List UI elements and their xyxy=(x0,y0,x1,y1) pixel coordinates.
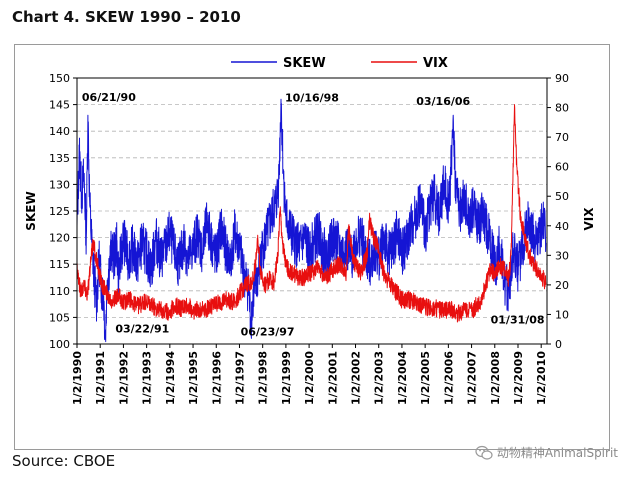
right-tick-label: 80 xyxy=(555,102,569,115)
x-tick-label: 1/2/1999 xyxy=(280,351,293,405)
annotation-label: 01/31/08 xyxy=(491,313,545,326)
left-tick-label: 140 xyxy=(49,125,70,138)
y-axis-title-right: VIX xyxy=(582,207,596,231)
watermark: 动物精神AnimalSpirit xyxy=(475,444,618,461)
right-tick-label: 90 xyxy=(555,72,569,85)
right-tick-label: 50 xyxy=(555,190,569,203)
x-tick-label: 1/2/1994 xyxy=(164,351,177,405)
x-tick-label: 1/2/2008 xyxy=(489,351,502,405)
x-tick-label: 1/2/2010 xyxy=(535,351,548,405)
y-axis-title-left: SKEW xyxy=(24,191,38,230)
x-tick-label: 1/2/2003 xyxy=(373,351,386,405)
x-tick-label: 1/2/2002 xyxy=(350,351,363,405)
x-tick-label: 1/2/1996 xyxy=(210,351,223,405)
annotation-label: 10/16/98 xyxy=(285,91,339,104)
skew-vix-chart: 100 105 110 115 120 125 130 135 140 145 150 0 10 20 30… xyxy=(24,56,596,405)
right-tick-label: 0 xyxy=(555,338,562,351)
x-tick-label: 1/2/1998 xyxy=(257,351,270,405)
x-tick-label: 1/2/2009 xyxy=(512,351,525,405)
series-line-vix xyxy=(76,104,547,323)
series-line-skew xyxy=(76,98,547,343)
legend-label-skew: SKEW xyxy=(283,56,326,71)
annotation-label: 03/16/06 xyxy=(416,95,470,108)
x-tick-label: 1/2/2006 xyxy=(442,351,455,405)
left-tick-label: 130 xyxy=(49,178,70,191)
left-tick-label: 115 xyxy=(49,258,70,271)
right-tick-label: 30 xyxy=(555,249,569,262)
annotation-label: 06/21/90 xyxy=(82,91,136,104)
left-tick-label: 145 xyxy=(49,99,70,112)
x-tick-label: 1/2/2004 xyxy=(396,351,409,405)
x-tick-label: 1/2/1992 xyxy=(117,351,130,405)
left-tick-label: 110 xyxy=(49,285,70,298)
source-note: Source: CBOE xyxy=(12,452,116,470)
right-tick-label: 60 xyxy=(555,161,569,174)
right-tick-label: 20 xyxy=(555,279,569,292)
x-tick-label: 1/2/1990 xyxy=(71,351,84,405)
right-tick-label: 40 xyxy=(555,220,569,233)
axes: 100 105 110 115 120 125 130 135 140 145 150 0 10 20 30… xyxy=(24,72,596,405)
x-tick-label: 1/2/1995 xyxy=(187,351,200,405)
left-tick-label: 135 xyxy=(49,152,70,165)
chart-frame: 100 105 110 115 120 125 130 135 140 145 150 0 10 20 30… xyxy=(14,44,610,450)
x-tick-label: 1/2/2001 xyxy=(326,351,339,405)
x-tick-label: 1/2/1993 xyxy=(141,351,154,405)
series-layer xyxy=(76,98,547,343)
x-tick-label: 1/2/2000 xyxy=(303,351,316,405)
left-tick-label: 100 xyxy=(49,338,70,351)
x-tick-label: 1/2/2007 xyxy=(466,351,479,405)
left-tick-label: 120 xyxy=(49,232,70,245)
left-tick-label: 105 xyxy=(49,311,70,324)
left-tick-label: 150 xyxy=(49,72,70,85)
legend-label-vix: VIX xyxy=(423,56,448,71)
x-tick-label: 1/2/2005 xyxy=(419,351,432,405)
chart-title: Chart 4. SKEW 1990 – 2010 xyxy=(12,8,241,26)
right-tick-label: 70 xyxy=(555,131,569,144)
annotations: 06/21/90 03/22/91 06/23/97 10/16/98 03/16/06… xyxy=(82,91,545,338)
right-tick-label: 10 xyxy=(555,308,569,321)
legend: SKEW VIX xyxy=(231,56,448,71)
left-tick-label: 125 xyxy=(49,205,70,218)
watermark-text: 动物精神AnimalSpirit xyxy=(496,446,618,460)
x-tick-label: 1/2/1991 xyxy=(94,351,107,405)
x-tick-label: 1/2/1997 xyxy=(233,351,246,405)
wechat-icon xyxy=(475,445,493,460)
annotation-label: 03/22/91 xyxy=(115,323,169,336)
annotation-label: 06/23/97 xyxy=(241,326,295,339)
